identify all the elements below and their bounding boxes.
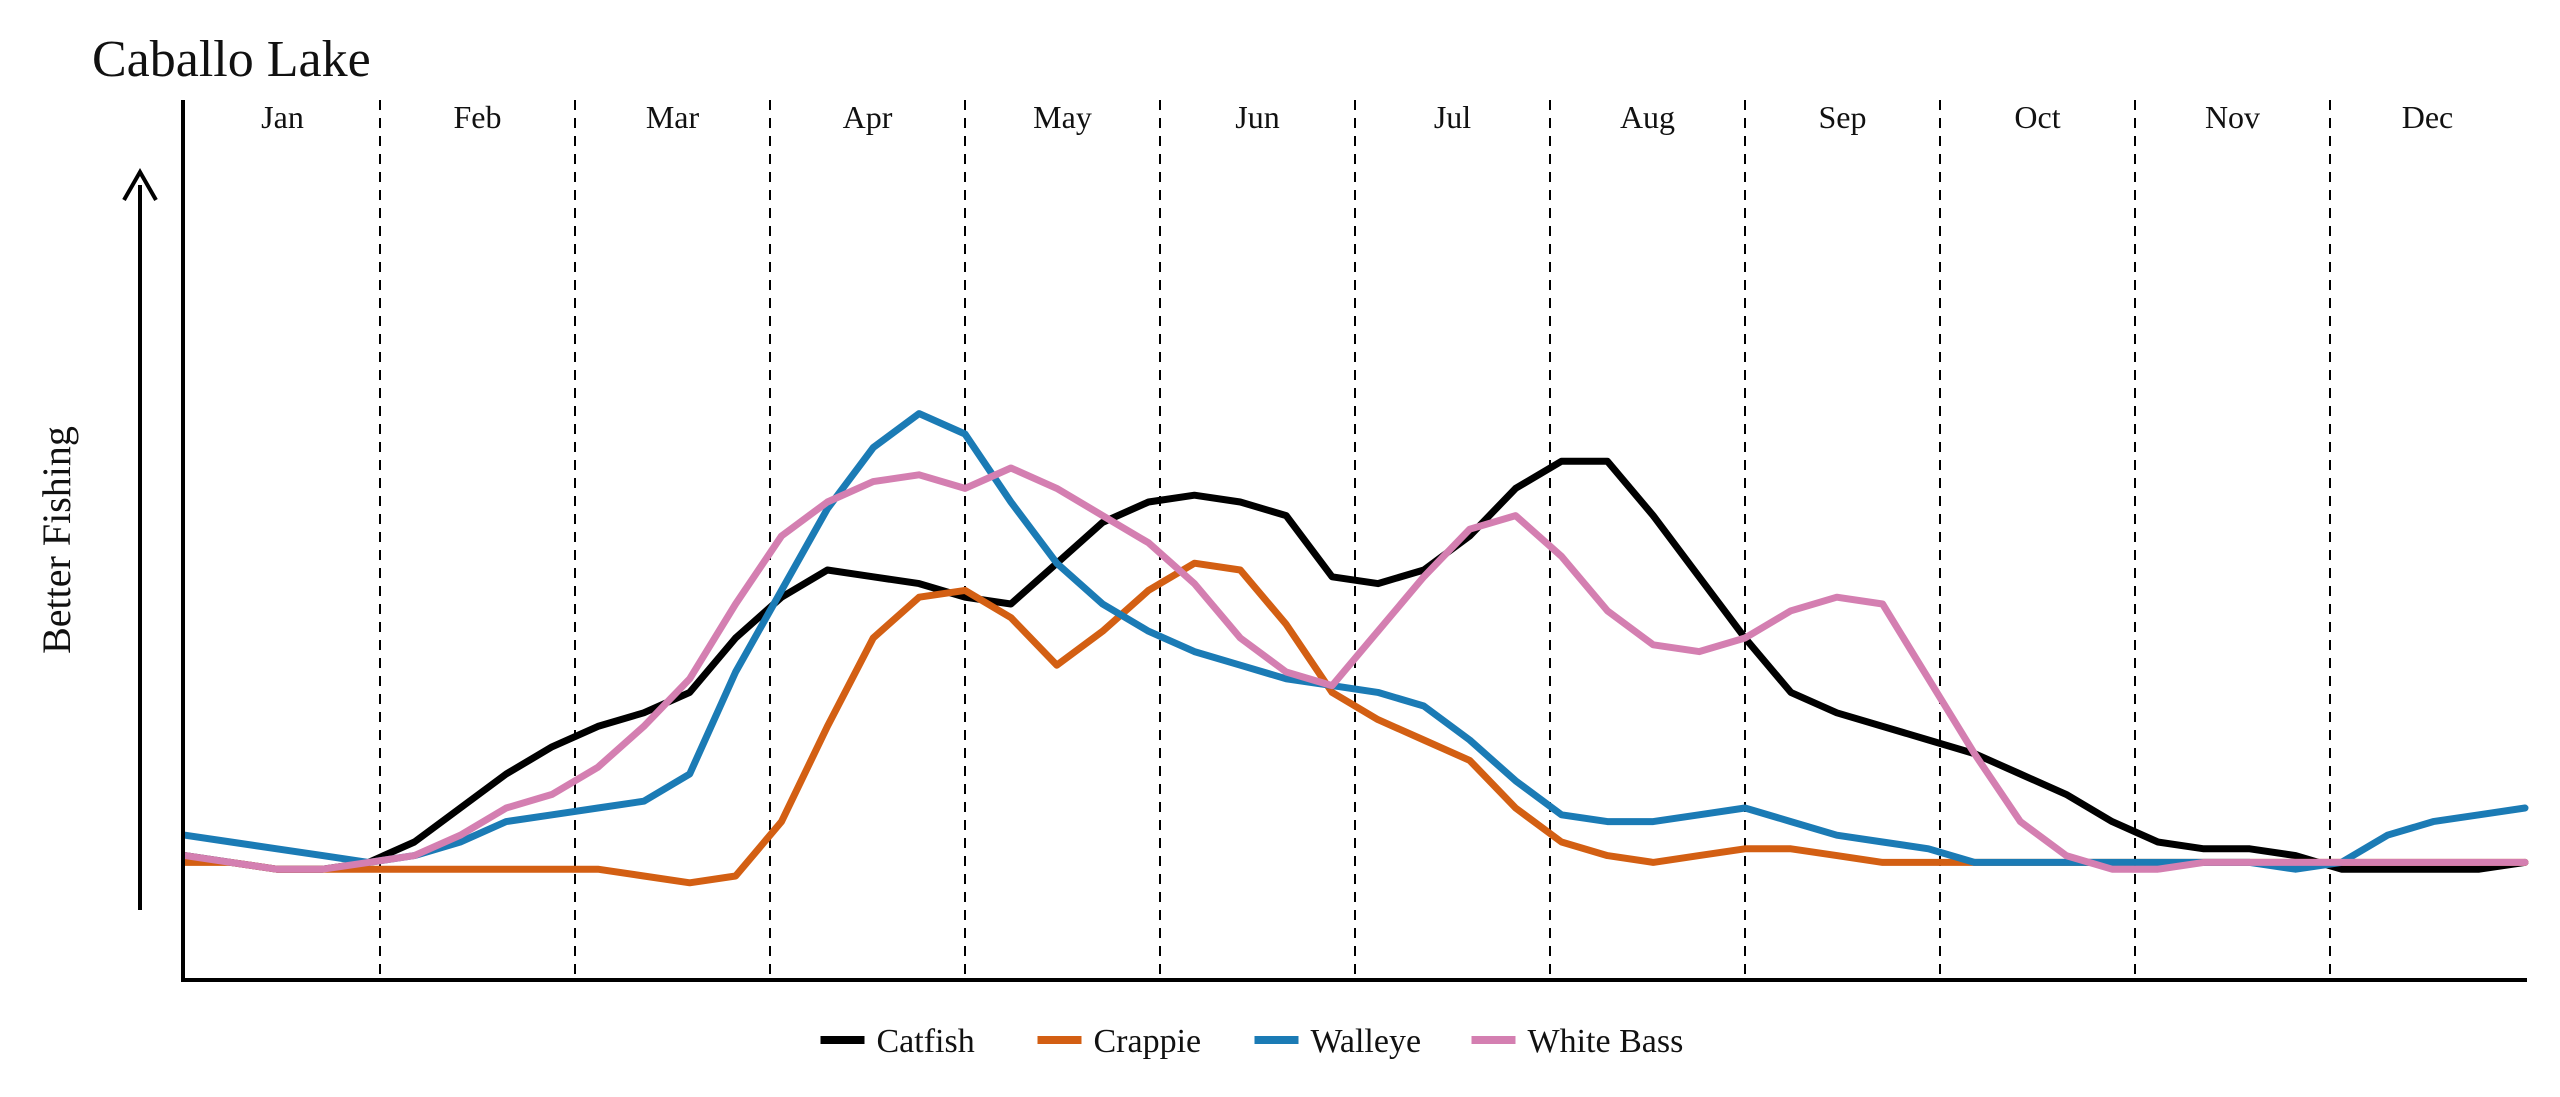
month-label-aug: Aug [1620, 99, 1675, 135]
legend-item-catfish: Catfish [820, 1023, 975, 1060]
better-fishing-arrow [122, 167, 158, 910]
series-line-catfish [181, 457, 2529, 873]
legend-item-white-bass: White Bass [1471, 1023, 1684, 1060]
month-label-oct: Oct [2014, 99, 2060, 135]
month-label-feb: Feb [454, 99, 502, 135]
month-labels: Jan Feb Mar Apr May Jun Jul Aug Sep Oct Nov Dec [261, 99, 2453, 135]
month-label-nov: Nov [2205, 99, 2260, 135]
month-label-may: May [1033, 99, 1092, 135]
series-lines [181, 410, 2529, 887]
legend-label: White Bass [1528, 1023, 1684, 1060]
month-label-jun: Jun [1235, 99, 1279, 135]
y-axis-label: Better Fishing [34, 426, 79, 654]
series-line-white-bass [181, 464, 2529, 873]
legend: Catfish Crappie Walleye White Bass [820, 1023, 1684, 1060]
month-label-jan: Jan [261, 99, 304, 135]
chart-title: Caballo Lake [92, 31, 371, 88]
legend-item-crappie: Crappie [1037, 1023, 1202, 1060]
month-label-dec: Dec [2402, 99, 2454, 135]
legend-label: Walleye [1311, 1023, 1422, 1060]
month-label-apr: Apr [843, 99, 893, 135]
legend-label: Crappie [1094, 1023, 1202, 1060]
legend-item-walleye: Walleye [1254, 1023, 1422, 1060]
month-dividers [379, 100, 2331, 980]
legend-label: Catfish [877, 1023, 975, 1060]
series-line-walleye [181, 410, 2529, 873]
month-label-sep: Sep [1819, 99, 1867, 135]
month-label-jul: Jul [1434, 99, 1471, 135]
month-label-mar: Mar [646, 99, 700, 135]
